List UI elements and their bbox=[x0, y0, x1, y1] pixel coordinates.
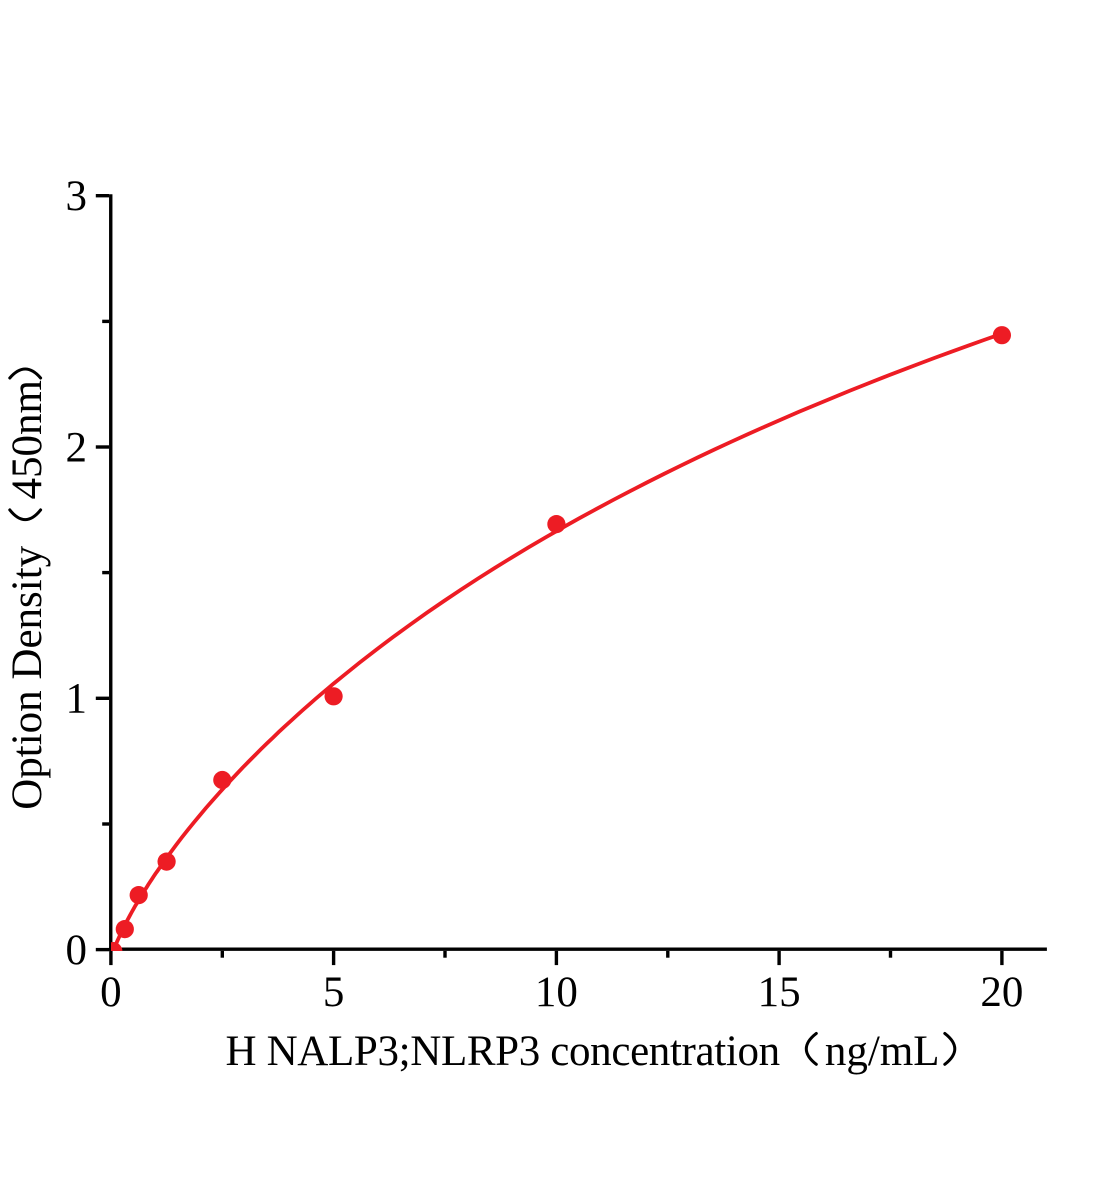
svg-text:ng/mL: ng/mL bbox=[825, 1028, 940, 1075]
svg-text:1: 1 bbox=[66, 676, 88, 723]
svg-text:10: 10 bbox=[535, 969, 578, 1016]
svg-text:15: 15 bbox=[758, 969, 801, 1016]
svg-text:450nm: 450nm bbox=[4, 380, 51, 499]
svg-text:2: 2 bbox=[66, 424, 88, 471]
svg-text:H NALP3;NLRP3 concentration: H NALP3;NLRP3 concentration bbox=[226, 1028, 780, 1075]
svg-text:0: 0 bbox=[100, 969, 122, 1016]
svg-text:5: 5 bbox=[323, 969, 345, 1016]
svg-text:0: 0 bbox=[66, 927, 88, 974]
svg-text:20: 20 bbox=[980, 969, 1023, 1016]
svg-text:3: 3 bbox=[66, 173, 88, 220]
svg-text:Option Density: Option Density bbox=[4, 545, 51, 809]
